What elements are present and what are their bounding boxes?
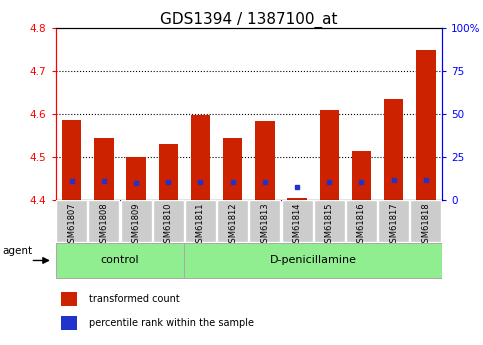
Bar — [384, 99, 403, 200]
Text: GSM61817: GSM61817 — [389, 202, 398, 248]
Bar — [378, 200, 409, 242]
Text: GSM61812: GSM61812 — [228, 202, 237, 248]
Text: GSM61809: GSM61809 — [131, 202, 141, 248]
Text: GSM61816: GSM61816 — [357, 202, 366, 248]
Bar — [416, 50, 436, 200]
Bar — [94, 138, 114, 200]
Bar — [56, 200, 87, 242]
Text: GSM61811: GSM61811 — [196, 202, 205, 248]
Bar — [255, 121, 274, 200]
Text: GSM61807: GSM61807 — [67, 202, 76, 248]
Text: transformed count: transformed count — [89, 294, 180, 304]
Text: GSM61818: GSM61818 — [421, 202, 430, 248]
Bar — [61, 316, 77, 331]
Bar — [62, 120, 81, 200]
Text: GSM61815: GSM61815 — [325, 202, 334, 248]
Bar — [346, 200, 377, 242]
Bar — [127, 157, 146, 200]
Bar — [249, 200, 280, 242]
Bar — [153, 200, 184, 242]
Bar — [191, 115, 210, 200]
Text: GSM61810: GSM61810 — [164, 202, 173, 248]
Bar — [185, 244, 442, 277]
Bar — [282, 200, 313, 242]
Bar — [56, 244, 185, 277]
Bar — [411, 200, 441, 242]
Text: GSM61814: GSM61814 — [293, 202, 301, 248]
Title: GDS1394 / 1387100_at: GDS1394 / 1387100_at — [160, 11, 338, 28]
Text: agent: agent — [3, 246, 33, 256]
Text: D-penicillamine: D-penicillamine — [270, 256, 356, 265]
Text: percentile rank within the sample: percentile rank within the sample — [89, 318, 255, 328]
Bar — [61, 292, 77, 306]
Bar — [185, 200, 216, 242]
Bar — [352, 150, 371, 200]
Bar — [121, 200, 152, 242]
Bar — [287, 198, 307, 200]
Bar — [314, 200, 345, 242]
Text: GSM61813: GSM61813 — [260, 202, 270, 248]
Bar — [217, 200, 248, 242]
Bar — [88, 200, 119, 242]
Bar — [320, 110, 339, 200]
Bar — [158, 144, 178, 200]
Text: control: control — [100, 256, 139, 265]
Text: GSM61808: GSM61808 — [99, 202, 108, 248]
Bar — [223, 138, 242, 200]
